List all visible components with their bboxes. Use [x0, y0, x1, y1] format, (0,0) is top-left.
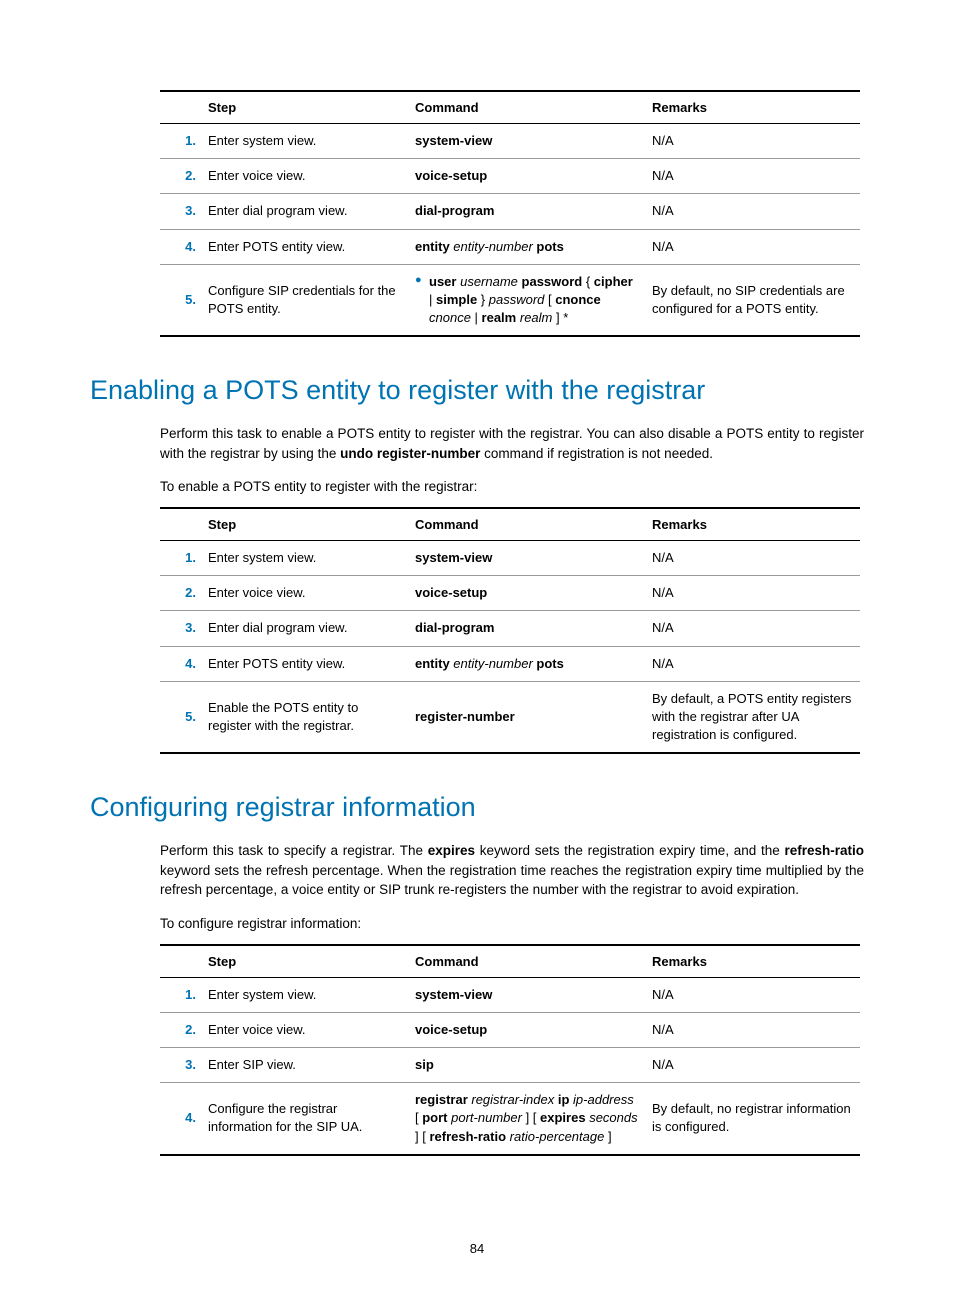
th-remarks: Remarks: [646, 945, 860, 978]
row-step: Enter voice view.: [202, 159, 409, 194]
row-number: 1.: [160, 541, 202, 576]
row-number: 3.: [160, 611, 202, 646]
table-registrar-info: Step Command Remarks 1.Enter system view…: [160, 944, 860, 1156]
row-remarks: N/A: [646, 646, 860, 681]
para-registrar-2: To configure registrar information:: [90, 914, 864, 934]
table1-body: 1.Enter system view.system-viewN/A2.Ente…: [160, 124, 860, 337]
row-remarks: By default, no SIP credentials are confi…: [646, 264, 860, 336]
table-enable-pots: Step Command Remarks 1.Enter system view…: [160, 507, 860, 754]
table-row: 3.Enter dial program view.dial-programN/…: [160, 194, 860, 229]
row-step: Configure the registrar information for …: [202, 1083, 409, 1155]
para-enable-pots-1: Perform this task to enable a POTS entit…: [90, 424, 864, 463]
para-registrar-1: Perform this task to specify a registrar…: [90, 841, 864, 900]
row-command: dial-program: [409, 611, 646, 646]
table-row: 2.Enter voice view.voice-setupN/A: [160, 576, 860, 611]
row-step: Enter voice view.: [202, 576, 409, 611]
table3-body: 1.Enter system view.system-viewN/A2.Ente…: [160, 977, 860, 1155]
row-step: Configure SIP credentials for the POTS e…: [202, 264, 409, 336]
table-row: 4.Enter POTS entity view.entity entity-n…: [160, 646, 860, 681]
row-remarks: N/A: [646, 229, 860, 264]
table-row: 5.Enable the POTS entity to register wit…: [160, 681, 860, 753]
row-step: Enter dial program view.: [202, 194, 409, 229]
row-remarks: N/A: [646, 124, 860, 159]
row-command: register-number: [409, 681, 646, 753]
th-step: Step: [202, 945, 409, 978]
table-row: 2.Enter voice view.voice-setupN/A: [160, 1012, 860, 1047]
table-row: 4.Configure the registrar information fo…: [160, 1083, 860, 1155]
th-command: Command: [409, 945, 646, 978]
th-step: Step: [202, 508, 409, 541]
row-remarks: N/A: [646, 611, 860, 646]
row-number: 2.: [160, 159, 202, 194]
row-number: 5.: [160, 681, 202, 753]
para-enable-pots-2: To enable a POTS entity to register with…: [90, 477, 864, 497]
row-command: dial-program: [409, 194, 646, 229]
row-command: entity entity-number pots: [409, 229, 646, 264]
row-remarks: N/A: [646, 576, 860, 611]
table-row: 3.Enter SIP view.sipN/A: [160, 1047, 860, 1082]
table-sip-credentials: Step Command Remarks 1.Enter system view…: [160, 90, 860, 337]
heading-enable-pots: Enabling a POTS entity to register with …: [90, 375, 864, 406]
heading-registrar-info: Configuring registrar information: [90, 792, 864, 823]
th-step: Step: [202, 91, 409, 124]
row-command: system-view: [409, 977, 646, 1012]
table-row: 2.Enter voice view.voice-setupN/A: [160, 159, 860, 194]
table-row: 5.Configure SIP credentials for the POTS…: [160, 264, 860, 336]
row-step: Enter system view.: [202, 977, 409, 1012]
row-step: Enable the POTS entity to register with …: [202, 681, 409, 753]
th-command: Command: [409, 91, 646, 124]
row-command: sip: [409, 1047, 646, 1082]
row-remarks: N/A: [646, 1012, 860, 1047]
row-remarks: By default, a POTS entity registers with…: [646, 681, 860, 753]
th-remarks: Remarks: [646, 508, 860, 541]
page-number: 84: [0, 1241, 954, 1256]
row-step: Enter system view.: [202, 541, 409, 576]
row-command: voice-setup: [409, 576, 646, 611]
row-step: Enter dial program view.: [202, 611, 409, 646]
row-remarks: N/A: [646, 1047, 860, 1082]
row-number: 3.: [160, 1047, 202, 1082]
row-number: 4.: [160, 646, 202, 681]
row-remarks: N/A: [646, 977, 860, 1012]
page: Step Command Remarks 1.Enter system view…: [0, 0, 954, 1296]
row-remarks: N/A: [646, 159, 860, 194]
row-step: Enter POTS entity view.: [202, 646, 409, 681]
row-remarks: N/A: [646, 541, 860, 576]
th-remarks: Remarks: [646, 91, 860, 124]
row-number: 4.: [160, 229, 202, 264]
row-step: Enter system view.: [202, 124, 409, 159]
row-command: voice-setup: [409, 1012, 646, 1047]
row-number: 1.: [160, 124, 202, 159]
row-number: 1.: [160, 977, 202, 1012]
table-row: 4.Enter POTS entity view.entity entity-n…: [160, 229, 860, 264]
table-row: 1.Enter system view.system-viewN/A: [160, 124, 860, 159]
table2-body: 1.Enter system view.system-viewN/A2.Ente…: [160, 541, 860, 754]
row-command: ●user username password { cipher | simpl…: [409, 264, 646, 336]
table-row: 1.Enter system view.system-viewN/A: [160, 541, 860, 576]
table-row: 3.Enter dial program view.dial-programN/…: [160, 611, 860, 646]
row-number: 2.: [160, 576, 202, 611]
row-command: entity entity-number pots: [409, 646, 646, 681]
row-step: Enter POTS entity view.: [202, 229, 409, 264]
row-command: registrar registrar-index ip ip-address …: [409, 1083, 646, 1155]
row-command: voice-setup: [409, 159, 646, 194]
table-row: 1.Enter system view.system-viewN/A: [160, 977, 860, 1012]
row-number: 5.: [160, 264, 202, 336]
row-remarks: N/A: [646, 194, 860, 229]
row-remarks: By default, no registrar information is …: [646, 1083, 860, 1155]
row-command: system-view: [409, 541, 646, 576]
row-command: system-view: [409, 124, 646, 159]
row-number: 2.: [160, 1012, 202, 1047]
row-step: Enter SIP view.: [202, 1047, 409, 1082]
row-number: 4.: [160, 1083, 202, 1155]
th-command: Command: [409, 508, 646, 541]
row-step: Enter voice view.: [202, 1012, 409, 1047]
row-number: 3.: [160, 194, 202, 229]
